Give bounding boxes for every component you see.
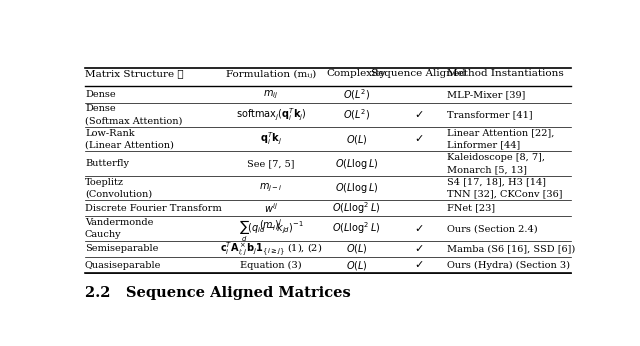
Text: $\sum_d(q_{id}-k_{jd})^{-1}$: $\sum_d(q_{id}-k_{jd})^{-1}$: [239, 219, 303, 244]
Text: Vandermonde
Cauchy: Vandermonde Cauchy: [85, 218, 154, 239]
Text: $w^{ij}$: $w^{ij}$: [264, 201, 278, 215]
Text: Sequence Aligned: Sequence Aligned: [371, 69, 466, 78]
Text: $\mathbf{q}_i^T\mathbf{k}_j$: $\mathbf{q}_i^T\mathbf{k}_j$: [260, 131, 282, 147]
Text: $O(L\log^2 L)$: $O(L\log^2 L)$: [332, 221, 381, 236]
Text: Butterfly: Butterfly: [85, 159, 129, 168]
Text: Mamba (S6 [16], SSD [6]): Mamba (S6 [16], SSD [6]): [447, 244, 575, 253]
Text: $O(L)$: $O(L)$: [346, 259, 367, 272]
Text: Transformer [41]: Transformer [41]: [447, 110, 532, 119]
Text: $(m_i)^j$: $(m_i)^j$: [259, 218, 283, 233]
Text: $O(L\log L)$: $O(L\log L)$: [335, 181, 378, 195]
Text: Dense: Dense: [85, 90, 116, 99]
Text: Ours (Section 2.4): Ours (Section 2.4): [447, 224, 538, 233]
Text: ✓: ✓: [414, 260, 423, 270]
Text: $O(L\log L)$: $O(L\log L)$: [335, 156, 378, 171]
Text: ✓: ✓: [414, 224, 423, 234]
Text: Matrix Structure ℰ: Matrix Structure ℰ: [85, 69, 184, 78]
Text: Ours (Hydra) (Section 3): Ours (Hydra) (Section 3): [447, 261, 570, 270]
Text: $m_{j-i}$: $m_{j-i}$: [259, 182, 283, 194]
Text: Linear Attention [22],
Linformer [44]: Linear Attention [22], Linformer [44]: [447, 129, 554, 149]
Text: 2.2   Sequence Aligned Matrices: 2.2 Sequence Aligned Matrices: [85, 286, 351, 300]
Text: S4 [17, 18], H3 [14]
TNN [32], CKConv [36]: S4 [17, 18], H3 [14] TNN [32], CKConv [3…: [447, 177, 563, 198]
Text: Equation (3): Equation (3): [240, 261, 302, 270]
Text: $\mathbf{c}_i^T\mathbf{A}_{i;j}^\times\mathbf{b}_j\mathbf{1}_{\{i\geq j\}}$ (1),: $\mathbf{c}_i^T\mathbf{A}_{i;j}^\times\m…: [220, 240, 322, 258]
Text: Complexity: Complexity: [327, 69, 387, 78]
Text: $\mathrm{softmax}_j(\mathbf{q}_i^T\mathbf{k}_j)$: $\mathrm{softmax}_j(\mathbf{q}_i^T\mathb…: [236, 107, 307, 123]
Text: $O(L)$: $O(L)$: [346, 133, 367, 146]
Text: ✓: ✓: [414, 244, 423, 254]
Text: Quasiseparable: Quasiseparable: [85, 261, 161, 270]
Text: $O(L)$: $O(L)$: [346, 243, 367, 255]
Text: $m_{ij}$: $m_{ij}$: [263, 88, 278, 101]
Text: Semiseparable: Semiseparable: [85, 244, 158, 253]
Text: Toeplitz
(Convolution): Toeplitz (Convolution): [85, 177, 152, 198]
Text: Method Instantiations: Method Instantiations: [447, 69, 564, 78]
Text: $O(L\log^2 L)$: $O(L\log^2 L)$: [332, 200, 381, 216]
Text: MLP-Mixer [39]: MLP-Mixer [39]: [447, 90, 525, 99]
Text: Formulation (mᵢⱼ): Formulation (mᵢⱼ): [226, 69, 316, 78]
Text: $O(L^2)$: $O(L^2)$: [343, 87, 370, 102]
Text: See [7, 5]: See [7, 5]: [247, 159, 294, 168]
Text: Kaleidoscope [8, 7],
Monarch [5, 13]: Kaleidoscope [8, 7], Monarch [5, 13]: [447, 153, 545, 174]
Text: $O(L^2)$: $O(L^2)$: [343, 107, 370, 122]
Text: ✓: ✓: [414, 134, 423, 144]
Text: ✓: ✓: [414, 110, 423, 120]
Text: Dense
(Softmax Attention): Dense (Softmax Attention): [85, 104, 182, 125]
Text: Low-Rank
(Linear Attention): Low-Rank (Linear Attention): [85, 129, 174, 149]
Text: Discrete Fourier Transform: Discrete Fourier Transform: [85, 204, 221, 213]
Text: FNet [23]: FNet [23]: [447, 204, 495, 213]
